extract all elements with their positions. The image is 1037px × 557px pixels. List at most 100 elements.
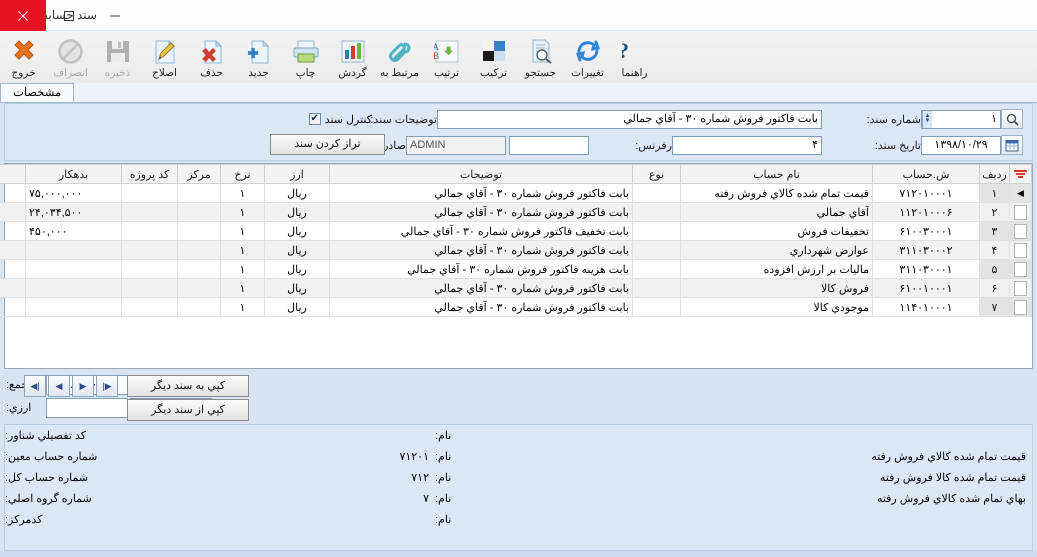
- grid-cell-credit[interactable]: [0, 221, 26, 241]
- grid-cell-center[interactable]: [177, 259, 221, 279]
- grid-row[interactable]: ۴ ۳۱۱۰۳۰۰۰۲ عوارض شهرداري بابت فاکتور فروش …: [0, 240, 1032, 260]
- grid-cell-curr[interactable]: ریال: [264, 297, 330, 317]
- grid-cell-center[interactable]: [177, 183, 221, 203]
- grid-cell-debit[interactable]: [25, 259, 122, 279]
- toolbar-button-sort[interactable]: A B ترتیب: [423, 33, 470, 83]
- grid-cell-desc[interactable]: بابت هزینه فاکتور فروش شماره ۳۰ - آقاي ج…: [329, 259, 633, 279]
- grid-cell-credit[interactable]: ۷۵,۰۰۰,۰۰۰: [0, 297, 26, 317]
- grid-cell-name[interactable]: مالیات بر ارزش افزوده: [680, 259, 873, 279]
- first-record-button[interactable]: |◀: [24, 375, 46, 397]
- grid-cell-center[interactable]: [177, 297, 221, 317]
- next-record-button[interactable]: ▶: [72, 375, 94, 397]
- grid-cell-center[interactable]: [177, 278, 221, 298]
- grid-cell-desc[interactable]: بابت فاکتور فروش شماره ۳۰ - آقاي جمالي: [329, 183, 633, 203]
- grid-cell-rate[interactable]: ۱: [220, 221, 265, 241]
- grid-cell-type[interactable]: [632, 278, 681, 298]
- grid-cell-row[interactable]: ۷: [979, 297, 1010, 317]
- doc-description-input[interactable]: بابت فاکتور فروش شماره ۳۰ - آقاي جمالي: [437, 109, 822, 129]
- grid-cell-acct[interactable]: ۷۱۲۰۱۰۰۰۱: [872, 183, 980, 203]
- doc-number-search-button[interactable]: [1001, 109, 1023, 129]
- grid-header-credit[interactable]: بستانکار: [0, 164, 26, 184]
- grid-cell-debit[interactable]: [25, 278, 122, 298]
- toolbar-button-edit[interactable]: اصلاح: [141, 33, 188, 83]
- grid-cell-row[interactable]: ۲: [979, 202, 1010, 222]
- grid-header-debit[interactable]: بدهکار: [25, 164, 122, 184]
- toolbar-button-cancel[interactable]: انصراف: [47, 33, 94, 83]
- grid-cell-type[interactable]: [632, 202, 681, 222]
- grid-cell-proj[interactable]: [121, 202, 178, 222]
- grid-cell-type[interactable]: [632, 259, 681, 279]
- grid-cell-type[interactable]: [632, 240, 681, 260]
- grid-cell-name[interactable]: قیمت تمام شده کالاي فروش رفته: [680, 183, 873, 203]
- grid-header-curr[interactable]: ارز: [264, 164, 330, 184]
- grid-cell-curr[interactable]: ریال: [264, 240, 330, 260]
- grid-cell-debit[interactable]: [25, 240, 122, 260]
- grid-cell-sel[interactable]: [1009, 297, 1032, 317]
- doc-date-input[interactable]: ۱۳۹۸/۱۰/۲۹: [921, 135, 1001, 155]
- grid-cell-desc[interactable]: بابت فاکتور فروش شماره ۳۰ - آقاي جمالي: [329, 297, 633, 317]
- toolbar-button-related[interactable]: مرتبط به: [376, 33, 423, 83]
- doc-number-stepper[interactable]: ▲ ▼: [922, 110, 932, 128]
- filter-icon[interactable]: [1012, 170, 1029, 178]
- balance-document-button[interactable]: تراز کردن سند: [270, 133, 385, 155]
- grid-cell-desc[interactable]: بابت فاکتور فروش شماره ۳۰ - آقاي جمالي: [329, 240, 633, 260]
- grid-cell-acct[interactable]: ۳۱۱۰۳۰۰۰۲: [872, 240, 980, 260]
- grid-header-desc[interactable]: توضیحات: [329, 164, 633, 184]
- grid-cell-sel[interactable]: [1009, 202, 1032, 222]
- grid-cell-credit[interactable]: [0, 183, 26, 203]
- grid-header-rate[interactable]: نرخ: [220, 164, 265, 184]
- toolbar-button-delete[interactable]: حذف: [188, 33, 235, 83]
- grid-cell-curr[interactable]: ریال: [264, 221, 330, 241]
- copy-to-other-document-button[interactable]: کپي به سند دیگر: [127, 375, 249, 397]
- toolbar-button-search[interactable]: جستجو: [517, 33, 564, 83]
- grid-cell-debit[interactable]: [25, 297, 122, 317]
- issuer-extra-input[interactable]: [509, 135, 589, 155]
- control-document-checkbox[interactable]: ✔ کنترل سند: [308, 113, 372, 126]
- grid-header-sel[interactable]: [1009, 164, 1032, 184]
- grid-cell-curr[interactable]: ریال: [264, 278, 330, 298]
- grid-cell-row[interactable]: ۶: [979, 278, 1010, 298]
- grid-header-name[interactable]: نام حساب: [680, 164, 873, 184]
- grid-cell-curr[interactable]: ریال: [264, 183, 330, 203]
- reference-input[interactable]: ۴: [672, 135, 822, 155]
- grid-cell-sel[interactable]: [1009, 259, 1032, 279]
- grid-row[interactable]: ۷ ۱۱۴۰۱۰۰۰۱ موجودي کالا بابت فاکتور فروش شم…: [0, 297, 1032, 317]
- grid-row[interactable]: ۲ ۱۱۲۰۱۰۰۰۶ آقاي جمالي بابت فاکتور فروش شما…: [0, 202, 1032, 222]
- grid-cell-row[interactable]: ۱: [979, 183, 1010, 203]
- grid-row[interactable]: ۶ ۶۱۰۰۱۰۰۰۱ فروش کالا بابت فاکتور فروش شمار…: [0, 278, 1032, 298]
- grid-cell-credit[interactable]: ۲۲,۵۰۰,۰۰۰: [0, 278, 26, 298]
- grid-header-row[interactable]: ردیف: [979, 164, 1010, 184]
- grid-cell-debit[interactable]: ۷۵,۰۰۰,۰۰۰: [25, 183, 122, 203]
- grid-cell-desc[interactable]: بابت تخفیف فاکتور فروش شماره ۳۰ - آقاي ج…: [329, 221, 633, 241]
- grid-cell-acct[interactable]: ۱۱۲۰۱۰۰۰۶: [872, 202, 980, 222]
- maximize-button[interactable]: [46, 0, 92, 31]
- grid-cell-rate[interactable]: ۱: [220, 297, 265, 317]
- grid-cell-debit[interactable]: ۲۴,۰۳۴,۵۰۰: [25, 202, 122, 222]
- grid-cell-sel[interactable]: [1009, 278, 1032, 298]
- grid-cell-name[interactable]: تخفیفات فروش: [680, 221, 873, 241]
- toolbar-button-exit[interactable]: خروج: [0, 33, 47, 83]
- toolbar-button-print[interactable]: چاپ: [282, 33, 329, 83]
- grid-row[interactable]: ۵ ۳۱۱۰۳۰۰۰۱ مالیات بر ارزش افزوده بابت هزین…: [0, 259, 1032, 279]
- grid-cell-sel[interactable]: ◀: [1009, 183, 1032, 203]
- grid-cell-curr[interactable]: ریال: [264, 259, 330, 279]
- grid-cell-proj[interactable]: [121, 278, 178, 298]
- grid-header-acct[interactable]: ش.حساب: [872, 164, 980, 184]
- grid-cell-acct[interactable]: ۳۱۱۰۳۰۰۰۱: [872, 259, 980, 279]
- grid-cell-sel[interactable]: [1009, 221, 1032, 241]
- grid-cell-name[interactable]: عوارض شهرداري: [680, 240, 873, 260]
- grid-header-type[interactable]: نوع: [632, 164, 681, 184]
- grid-cell-acct[interactable]: ۱۱۴۰۱۰۰۰۱: [872, 297, 980, 317]
- grid-cell-desc[interactable]: بابت فاکتور فروش شماره ۳۰ - آقاي جمالي: [329, 202, 633, 222]
- document-lines-grid[interactable]: ردیف ش.حساب نام حساب نوع توضیحات ارز نرخ مرکز کد…: [0, 163, 1033, 369]
- grid-cell-acct[interactable]: ۶۱۰۰۱۰۰۰۱: [872, 278, 980, 298]
- grid-cell-desc[interactable]: بابت فاکتور فروش شماره ۳۰ - آقاي جمالي: [329, 278, 633, 298]
- grid-cell-row[interactable]: ۵: [979, 259, 1010, 279]
- grid-cell-type[interactable]: [632, 183, 681, 203]
- doc-number-input[interactable]: ▲ ▼ ۱: [921, 109, 1001, 129]
- last-record-button[interactable]: ▶|: [96, 375, 118, 397]
- grid-cell-rate[interactable]: ۱: [220, 240, 265, 260]
- toolbar-button-help[interactable]: ? راهنما: [611, 33, 658, 83]
- grid-cell-credit[interactable]: [0, 202, 26, 222]
- copy-from-other-document-button[interactable]: کپي از سند دیگر: [127, 399, 249, 421]
